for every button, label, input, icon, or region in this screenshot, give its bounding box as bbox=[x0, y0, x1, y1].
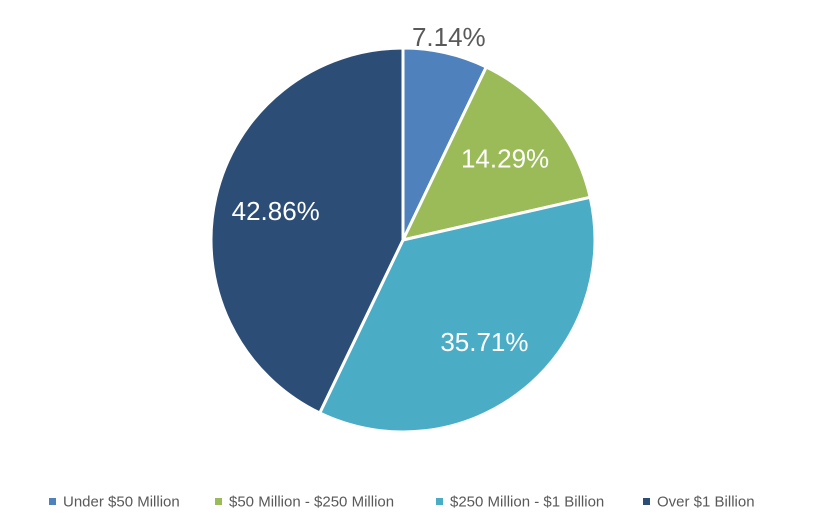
legend-label-over-1-billion: Over $1 Billion bbox=[657, 494, 755, 511]
data-label-250-million-1-billion: 35.71% bbox=[440, 327, 528, 357]
pie-slice-50-million-250-million bbox=[401, 65, 592, 242]
legend-label-250-million-1-billion: $250 Million - $1 Billion bbox=[450, 494, 604, 511]
chart-legend: Under $50 Million $50 Million - $250 Mill… bbox=[49, 494, 755, 511]
pie-data-labels: 7.14% 14.29% 35.71% 42.86% bbox=[232, 22, 550, 357]
legend-swatch-over-1-billion bbox=[643, 498, 650, 505]
legend-swatch-250-million-1-billion bbox=[436, 498, 443, 505]
pie-slices bbox=[209, 46, 597, 434]
data-label-over-1-billion: 42.86% bbox=[232, 196, 320, 226]
legend-item-over-1-billion: Over $1 Billion bbox=[643, 494, 755, 511]
legend-item-under-50-million: Under $50 Million bbox=[49, 494, 180, 511]
legend-label-under-50-million: Under $50 Million bbox=[63, 494, 180, 511]
pie-slice-250-million-1-billion bbox=[318, 195, 597, 434]
legend-item-50-million-250-million: $50 Million - $250 Million bbox=[215, 494, 394, 511]
data-label-50-million-250-million: 14.29% bbox=[461, 144, 549, 174]
legend-label-50-million-250-million: $50 Million - $250 Million bbox=[229, 494, 394, 511]
pie-slice-over-1-billion bbox=[209, 46, 405, 415]
legend-swatch-50-million-250-million bbox=[215, 498, 222, 505]
legend-item-250-million-1-billion: $250 Million - $1 Billion bbox=[436, 494, 604, 511]
legend-swatch-under-50-million bbox=[49, 498, 56, 505]
data-label-under-50-million: 7.14% bbox=[412, 22, 486, 52]
